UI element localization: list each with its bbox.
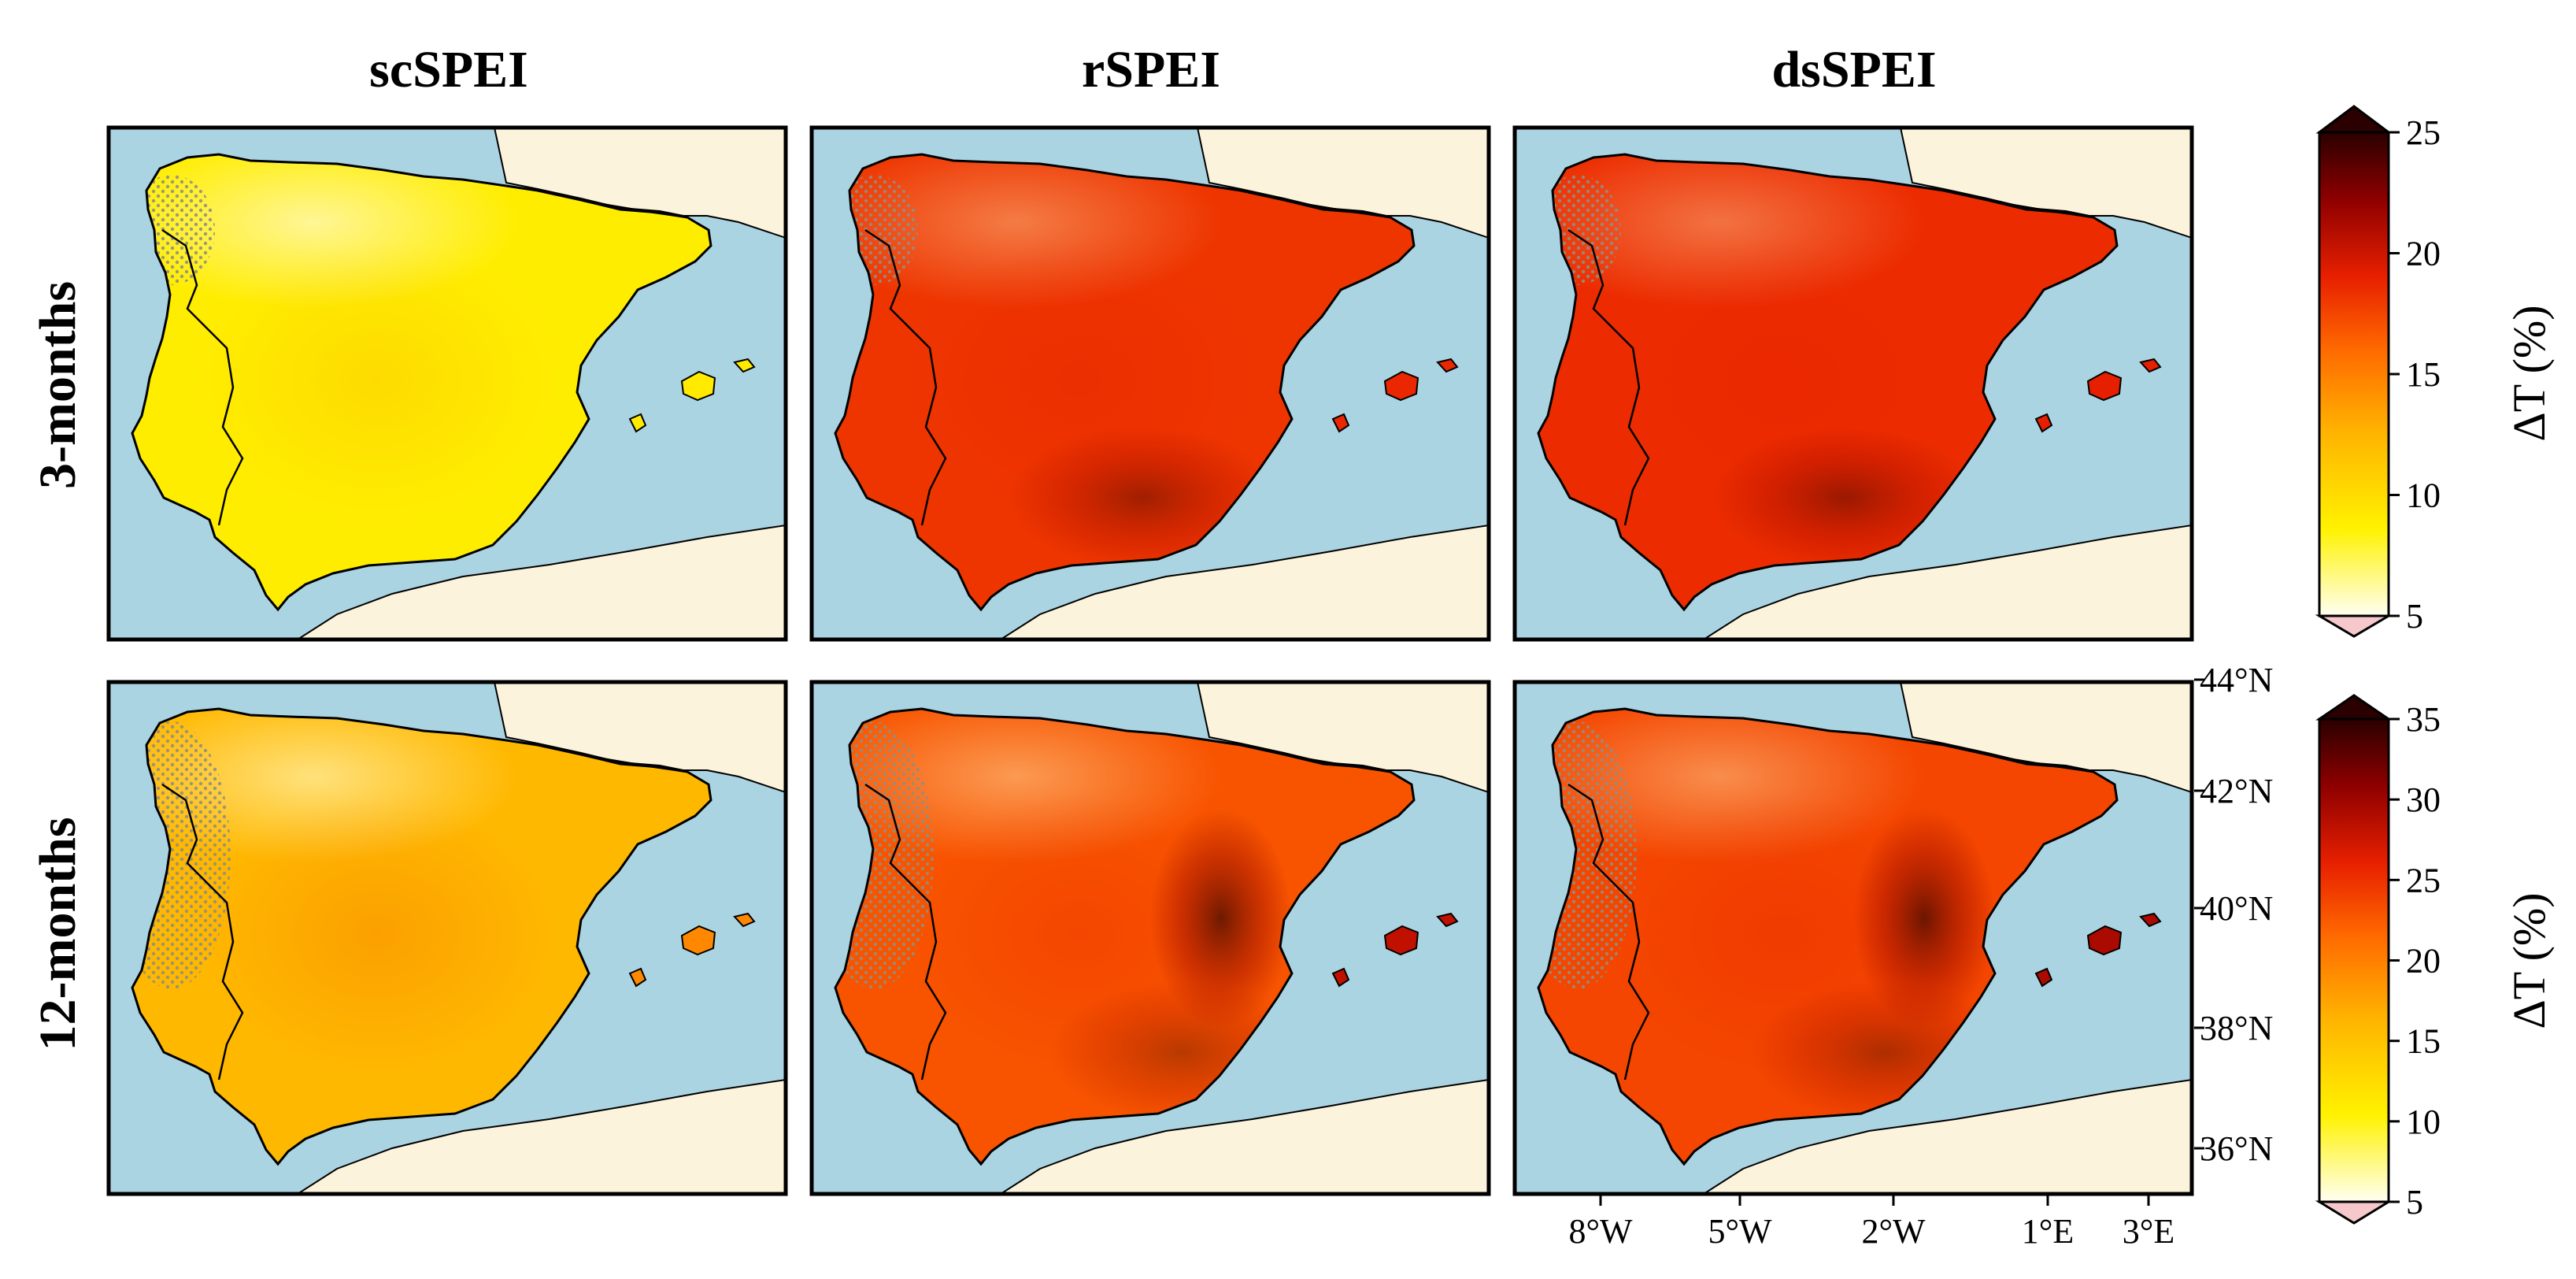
- panel-frame: [106, 680, 788, 1196]
- map-panel-12-months-scspei: [106, 680, 788, 1196]
- colorbar-12-months: 35 30 25 20 15 10 5 ΔT (%): [2315, 694, 2555, 1225]
- menorca: [1436, 358, 1459, 373]
- lon-tick-1e: 1°E: [2022, 1212, 2074, 1251]
- colorbar-label-12-months: ΔT (%): [2504, 892, 2555, 1029]
- france-landmass: [493, 128, 786, 239]
- menorca: [2139, 358, 2162, 373]
- ibiza: [1331, 967, 1350, 988]
- menorca: [2139, 912, 2162, 928]
- menorca: [1436, 912, 1459, 928]
- mallorca: [1383, 370, 1419, 402]
- france-landmass: [1899, 128, 2192, 239]
- ibiza: [628, 967, 647, 988]
- row-title-3-months: 3-months: [29, 281, 87, 489]
- colorbar-tick: 25: [2406, 113, 2441, 152]
- colorbar-max-extension: [2315, 694, 2393, 721]
- mallorca: [680, 370, 716, 402]
- longitude-axis: 8°W 5°W 2°W 1°E 3°E: [1568, 1196, 2174, 1251]
- colorbar-tick: 35: [2406, 700, 2441, 739]
- colorbar-tick: 20: [2406, 235, 2441, 273]
- column-title-scspei: scSPEI: [369, 41, 528, 98]
- colorbar-label-3-months: ΔT (%): [2504, 305, 2555, 441]
- lon-tick-3e: 3°E: [2123, 1212, 2174, 1251]
- portugal-border: [1567, 783, 1650, 1081]
- colorbar-tick: 25: [2406, 861, 2441, 899]
- menorca: [733, 912, 756, 928]
- column-title-rspei: rSPEI: [1082, 41, 1220, 98]
- france-landmass: [493, 682, 786, 794]
- column-title-dsspei: dsSPEI: [1771, 41, 1936, 98]
- north-africa-landmass: [1702, 524, 2192, 640]
- north-africa-landmass: [296, 524, 786, 640]
- portugal-border: [161, 228, 244, 526]
- colorbar-min-extension: [2315, 1200, 2393, 1225]
- colorbar-gradient: [2318, 131, 2390, 617]
- mallorca: [2086, 370, 2123, 402]
- north-africa-landmass: [296, 1078, 786, 1194]
- lat-tick-42n: 42°N: [2200, 772, 2273, 810]
- colorbar-tick: 15: [2406, 1022, 2441, 1061]
- colorbar-tick: 15: [2406, 355, 2441, 394]
- lat-tick-36n: 36°N: [2200, 1129, 2273, 1168]
- lon-tick-8w: 8°W: [1568, 1212, 1633, 1251]
- latitude-axis: 44°N 42°N 40°N 38°N 36°N: [2194, 661, 2273, 1168]
- colorbar-tick: 5: [2406, 597, 2423, 636]
- france-landmass: [1899, 682, 2192, 794]
- row-title-12-months: 12-months: [29, 817, 87, 1051]
- north-africa-landmass: [1702, 1078, 2192, 1194]
- mallorca: [680, 925, 716, 956]
- colorbar-tick: 10: [2406, 476, 2441, 515]
- lon-tick-2w: 2°W: [1861, 1212, 1926, 1251]
- map-panel-3-months-dsspei: [1512, 125, 2194, 642]
- panel-frame: [1512, 125, 2194, 642]
- portugal-border: [864, 783, 947, 1081]
- ibiza: [1331, 413, 1350, 433]
- colorbar-min-extension: [2315, 614, 2393, 638]
- ibiza: [628, 413, 647, 433]
- colorbar-tick: 5: [2406, 1183, 2423, 1222]
- colorbar-tick: 10: [2406, 1103, 2441, 1141]
- portugal-border: [1567, 228, 1650, 526]
- panel-frame: [106, 125, 788, 642]
- map-panel-12-months-dsspei: [1512, 680, 2194, 1196]
- colorbar-gradient: [2318, 717, 2390, 1203]
- lat-tick-38n: 38°N: [2200, 1009, 2273, 1047]
- portugal-border: [864, 228, 947, 526]
- france-landmass: [1196, 128, 1489, 239]
- mallorca: [1383, 925, 1419, 956]
- mallorca: [2086, 925, 2123, 956]
- colorbar-max-extension: [2315, 105, 2393, 134]
- colorbar-tick: 20: [2406, 942, 2441, 981]
- lat-tick-44n: 44°N: [2200, 661, 2273, 699]
- map-panel-3-months-scspei: [106, 125, 788, 642]
- colorbar-tick: 30: [2406, 780, 2441, 819]
- france-landmass: [1196, 682, 1489, 794]
- portugal-border: [161, 783, 244, 1081]
- panel-frame: [809, 125, 1491, 642]
- panel-frame: [809, 680, 1491, 1196]
- map-panel-12-months-rspei: [809, 680, 1491, 1196]
- lon-tick-5w: 5°W: [1708, 1212, 1772, 1251]
- ibiza: [2034, 413, 2053, 433]
- map-panel-3-months-rspei: [809, 125, 1491, 642]
- north-africa-landmass: [999, 1078, 1489, 1194]
- lat-tick-40n: 40°N: [2200, 889, 2273, 928]
- north-africa-landmass: [999, 524, 1489, 640]
- panel-frame: [1512, 680, 2194, 1196]
- ibiza: [2034, 967, 2053, 988]
- colorbar-3-months: 25 20 15 10 5 ΔT (%): [2315, 105, 2555, 638]
- menorca: [733, 358, 756, 373]
